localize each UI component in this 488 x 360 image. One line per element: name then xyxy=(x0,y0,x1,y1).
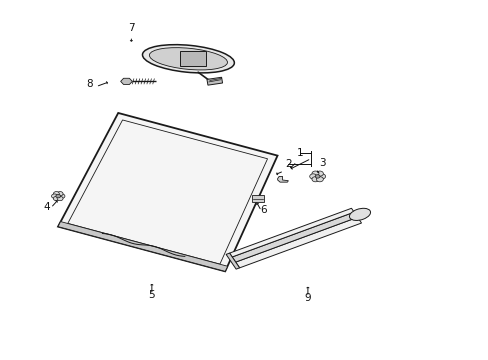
Polygon shape xyxy=(235,217,361,268)
Text: 9: 9 xyxy=(304,293,310,303)
Text: 5: 5 xyxy=(148,291,155,301)
Text: 1: 1 xyxy=(297,148,303,158)
Circle shape xyxy=(316,171,323,176)
Circle shape xyxy=(316,177,323,182)
Circle shape xyxy=(318,174,325,179)
Polygon shape xyxy=(58,221,227,271)
Text: 7: 7 xyxy=(128,23,134,33)
Polygon shape xyxy=(229,208,353,257)
Text: 2: 2 xyxy=(285,159,291,169)
Polygon shape xyxy=(232,212,357,262)
Circle shape xyxy=(51,194,57,198)
Circle shape xyxy=(56,194,61,198)
Circle shape xyxy=(57,196,63,201)
Polygon shape xyxy=(58,113,277,271)
Polygon shape xyxy=(225,253,239,269)
Ellipse shape xyxy=(142,45,234,73)
Circle shape xyxy=(311,171,318,176)
Circle shape xyxy=(309,174,316,179)
Circle shape xyxy=(53,192,59,196)
FancyBboxPatch shape xyxy=(251,195,264,202)
Polygon shape xyxy=(121,78,132,85)
Text: 6: 6 xyxy=(260,206,267,216)
Ellipse shape xyxy=(149,48,227,70)
Ellipse shape xyxy=(349,208,370,220)
Circle shape xyxy=(53,196,59,201)
Text: 4: 4 xyxy=(43,202,50,212)
Circle shape xyxy=(311,177,318,182)
Text: 3: 3 xyxy=(319,158,325,168)
Polygon shape xyxy=(206,77,222,85)
Circle shape xyxy=(315,175,319,178)
FancyBboxPatch shape xyxy=(180,51,206,66)
Text: 8: 8 xyxy=(86,79,93,89)
Circle shape xyxy=(57,192,63,196)
Circle shape xyxy=(59,194,65,198)
Polygon shape xyxy=(277,176,288,182)
